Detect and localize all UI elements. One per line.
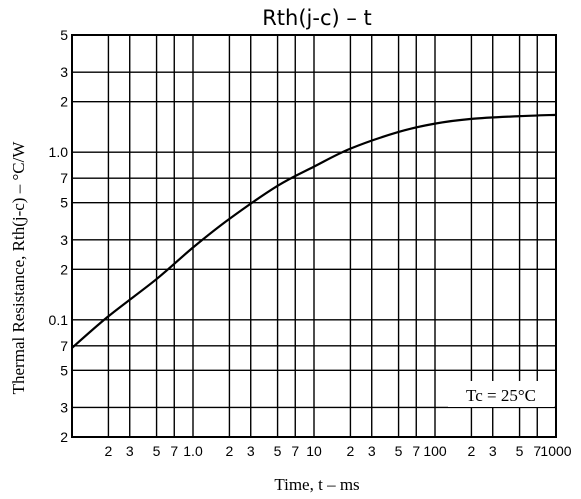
x-tick-label: 10 xyxy=(306,443,322,459)
x-tick-label: 7 xyxy=(533,443,541,459)
x-tick-label: 1.0 xyxy=(183,443,203,459)
y-tick-label: 0.1 xyxy=(49,312,69,328)
x-tick-label: 5 xyxy=(516,443,524,459)
y-tick-label: 3 xyxy=(60,64,68,80)
series-layer xyxy=(71,113,557,349)
x-tick-label: 7 xyxy=(291,443,299,459)
x-tick-label: 7 xyxy=(170,443,178,459)
x-tick-label: 3 xyxy=(126,443,134,459)
x-tick-label: 2 xyxy=(226,443,234,459)
x-tick-label: 5 xyxy=(395,443,403,459)
y-tick-label: 2 xyxy=(60,429,68,445)
y-tick-label: 2 xyxy=(60,94,68,110)
x-tick-label: 7 xyxy=(412,443,420,459)
grid xyxy=(72,34,557,438)
y-tick-label: 1.0 xyxy=(49,144,69,160)
y-tick-label: 5 xyxy=(60,27,68,43)
x-tick-label: 2 xyxy=(347,443,355,459)
x-tick-label: 5 xyxy=(153,443,161,459)
x-tick-label: 3 xyxy=(368,443,376,459)
x-axis-label: Time, t – ms xyxy=(274,475,359,494)
y-axis-label: Thermal Resistance, Rth(j-c) – °C/W xyxy=(9,141,28,395)
x-tick-label: 3 xyxy=(247,443,255,459)
x-tick-label: 1000 xyxy=(540,443,571,459)
tc-annotation: Tc = 25°C xyxy=(466,386,536,405)
x-tick-label: 100 xyxy=(423,443,447,459)
chart-title: Rth(j-c) – t xyxy=(262,6,372,30)
rth-curve xyxy=(71,113,557,349)
plot-frame xyxy=(71,34,557,438)
x-tick-label: 3 xyxy=(489,443,497,459)
y-tick-label: 5 xyxy=(60,195,68,211)
y-tick-label: 7 xyxy=(60,170,68,186)
annotation-box xyxy=(448,381,554,407)
x-tick-label: 2 xyxy=(105,443,113,459)
x-tick-label: 2 xyxy=(468,443,476,459)
y-tick-label: 5 xyxy=(60,362,68,378)
x-tick-label: 5 xyxy=(274,443,282,459)
y-tick-label: 7 xyxy=(60,338,68,354)
y-tick-label: 2 xyxy=(60,261,68,277)
y-tick-label: 3 xyxy=(60,232,68,248)
tick-labels: 2 3 5 7 1.0 2 3 5 7 10 2 3 5 7 100 2 3 5 7 10005321.075320.… xyxy=(49,27,572,459)
y-tick-label: 3 xyxy=(60,399,68,415)
